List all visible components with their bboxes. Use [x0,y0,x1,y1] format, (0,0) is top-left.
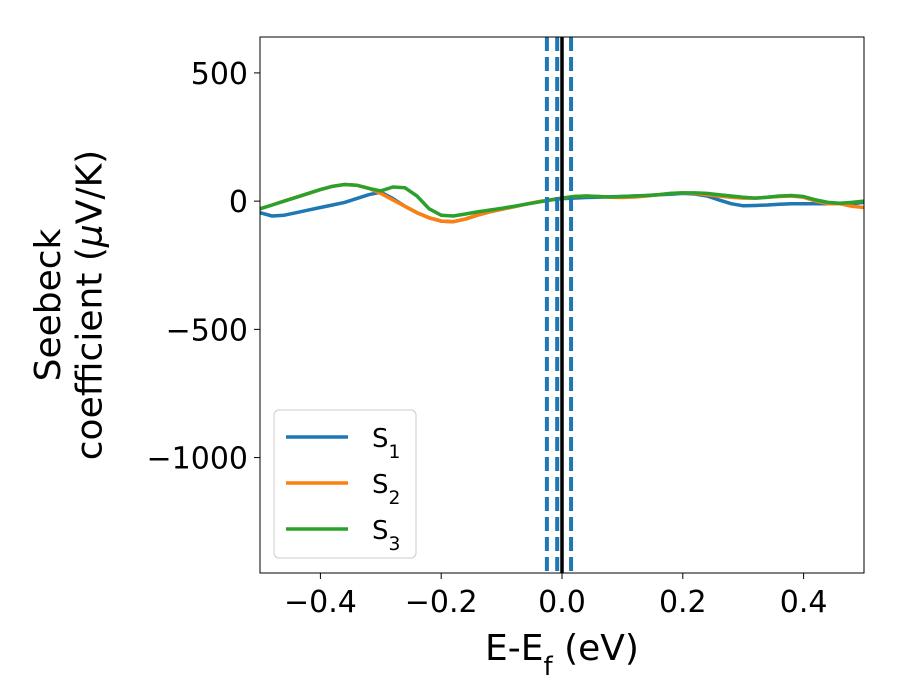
svg-text:Seebeckcoefficient (μV/K): Seebeckcoefficient (μV/K) [28,150,110,460]
y-axis: 500 0 −500 −1000 [147,57,260,477]
x-tick-label-4: 0.2 [659,585,707,620]
plot-area [260,37,864,573]
y-tick-label-2: 0 [229,185,248,220]
x-tick-label-3: 0.0 [538,585,586,620]
y-tick-label-3: −500 [166,313,248,348]
x-axis: −0.4 −0.2 0.0 0.2 0.4 [284,573,827,620]
y-axis-title: Seebeckcoefficient (μV/K) [28,150,110,460]
x-tick-label-1: −0.4 [284,585,357,620]
x-axis-title: E-Ef (eV) [485,628,639,682]
legend-label-1: S1 [372,424,400,463]
legend-label-2: S2 [372,470,400,509]
svg-text:E-Ef (eV): E-Ef (eV) [485,628,639,682]
x-tick-label-5: 0.4 [780,585,828,620]
x-tick-label-2: −0.2 [405,585,478,620]
y-tick-label-1: 500 [191,57,248,92]
legend-label-3: S3 [372,516,400,555]
legend: S1 S2 S3 [273,409,417,559]
y-tick-label-4: −1000 [147,442,248,477]
